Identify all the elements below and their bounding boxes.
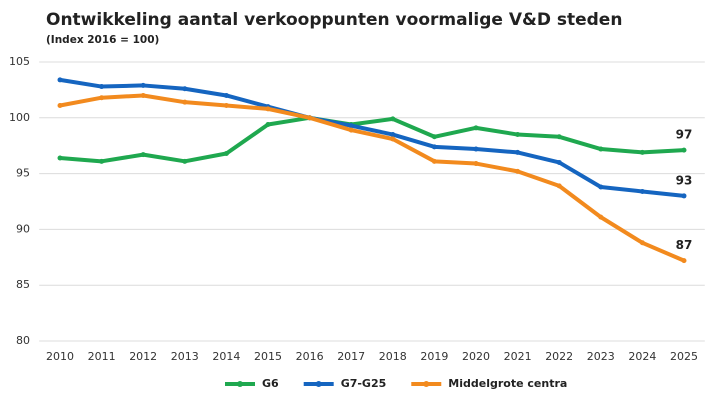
data-point [223, 103, 229, 109]
data-label: 93 [676, 173, 693, 187]
x-tick-label: 2019 [420, 350, 448, 363]
legend-marker [315, 381, 322, 387]
data-point [473, 146, 479, 152]
chart-title: Ontwikkeling aantal verkooppunten voorma… [46, 10, 622, 30]
y-tick-label: 95 [16, 167, 30, 180]
x-tick-label: 2010 [46, 350, 74, 363]
data-point [182, 86, 188, 92]
data-label: 97 [676, 128, 693, 142]
data-point [140, 82, 146, 88]
x-tick-label: 2016 [296, 350, 324, 363]
data-point [348, 127, 354, 133]
data-point [598, 146, 604, 152]
data-point [473, 161, 479, 167]
data-point [431, 144, 437, 150]
data-point [390, 116, 396, 122]
y-tick-label: 100 [9, 111, 30, 124]
series-line [59, 77, 685, 198]
data-point [639, 149, 645, 155]
data-point [598, 184, 604, 190]
data-point [140, 152, 146, 158]
legend-label: G6 [262, 377, 279, 390]
data-point [556, 159, 562, 165]
data-point [57, 77, 63, 83]
x-tick-label: 2017 [337, 350, 365, 363]
data-point [223, 151, 229, 157]
data-point [390, 136, 396, 142]
data-point [515, 149, 521, 155]
x-tick-label: 2012 [129, 350, 157, 363]
data-point [307, 115, 313, 121]
data-point [681, 193, 687, 199]
data-point [223, 92, 229, 98]
legend-marker [423, 381, 430, 387]
data-point [140, 92, 146, 98]
data-point [639, 188, 645, 194]
data-point [182, 158, 188, 164]
x-tick-label: 2025 [670, 350, 698, 363]
y-tick-label: 85 [16, 278, 30, 291]
series-line [59, 93, 685, 263]
x-tick-label: 2014 [212, 350, 240, 363]
data-point [473, 125, 479, 131]
data-point [99, 158, 105, 164]
x-tick-label: 2022 [545, 350, 573, 363]
data-point [348, 123, 354, 129]
y-tick-label: 80 [16, 334, 30, 347]
data-point [57, 103, 63, 109]
data-point [556, 183, 562, 189]
legend-label: Middelgrote centra [448, 377, 567, 390]
data-point [182, 99, 188, 105]
data-point [390, 132, 396, 138]
data-point [99, 95, 105, 101]
data-point [639, 240, 645, 246]
series-line [59, 115, 685, 164]
x-tick-label: 2015 [254, 350, 282, 363]
data-point [57, 155, 63, 161]
data-label: 87 [676, 238, 693, 252]
x-tick-label: 2018 [379, 350, 407, 363]
data-point [431, 158, 437, 164]
data-point [99, 84, 105, 90]
x-tick-label: 2021 [504, 350, 532, 363]
chart-subtitle: (Index 2016 = 100) [46, 34, 159, 46]
data-point [515, 168, 521, 174]
x-tick-label: 2011 [88, 350, 116, 363]
data-point [681, 258, 687, 264]
x-tick-label: 2020 [462, 350, 490, 363]
data-point [265, 121, 271, 127]
data-point [598, 214, 604, 220]
data-point [515, 132, 521, 138]
legend-marker [237, 381, 243, 387]
data-point [431, 134, 437, 140]
y-tick-label: 90 [16, 222, 30, 235]
y-tick-label: 105 [9, 55, 30, 68]
data-point [265, 106, 271, 112]
x-tick-label: 2023 [587, 350, 615, 363]
data-point [681, 147, 687, 153]
data-point [556, 134, 562, 140]
x-tick-label: 2013 [171, 350, 199, 363]
legend-label: G7-G25 [341, 377, 387, 390]
x-tick-label: 2024 [628, 350, 656, 363]
